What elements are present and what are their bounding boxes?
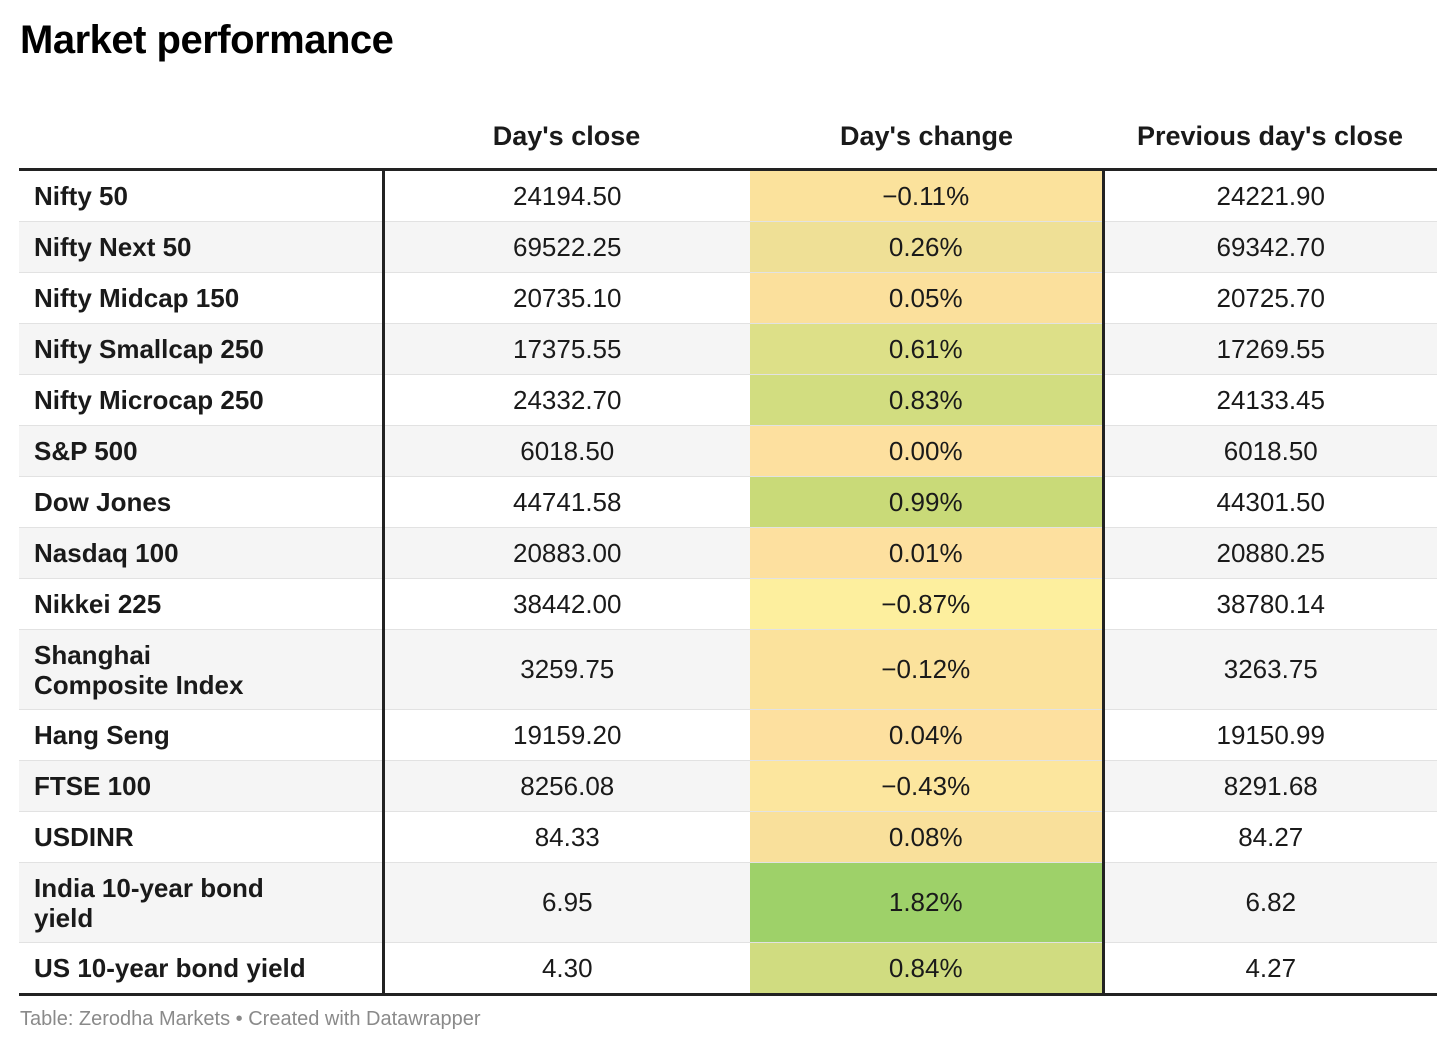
day-change-cell: 0.99%: [750, 476, 1105, 528]
row-name-cell: Dow Jones: [19, 476, 385, 528]
table-row: Shanghai Composite Index 3259.75 −0.12% 326…: [19, 629, 1437, 710]
previous-close-cell: 17269.55: [1103, 323, 1437, 375]
table-row: US 10-year bond yield 4.30 0.84% 4.27: [19, 942, 1437, 996]
table-row: India 10-year bond yield 6.95 1.82% 6.82: [19, 862, 1437, 943]
table-row: Dow Jones 44741.58 0.99% 44301.50: [19, 476, 1437, 528]
column-header-prev-close: Previous day's close: [1103, 106, 1437, 171]
day-change-cell: −0.11%: [750, 169, 1105, 222]
previous-close-cell: 20880.25: [1103, 527, 1437, 579]
row-name-cell: Nifty Smallcap 250: [19, 323, 385, 375]
row-name-cell: Nifty Midcap 150: [19, 272, 385, 324]
table-row: USDINR 84.33 0.08% 84.27: [19, 811, 1437, 863]
previous-close-cell: 24133.45: [1103, 374, 1437, 426]
table-row: Nasdaq 100 20883.00 0.01% 20880.25: [19, 527, 1437, 579]
day-close-cell: 38442.00: [383, 578, 750, 630]
day-close-cell: 24332.70: [383, 374, 750, 426]
previous-close-cell: 3263.75: [1103, 629, 1437, 710]
day-change-cell: 0.04%: [750, 709, 1105, 761]
day-change-cell: 0.00%: [750, 425, 1105, 477]
previous-close-cell: 84.27: [1103, 811, 1437, 863]
row-name-cell: Nifty 50: [19, 169, 385, 222]
previous-close-cell: 20725.70: [1103, 272, 1437, 324]
previous-close-cell: 69342.70: [1103, 221, 1437, 273]
table-row: Hang Seng 19159.20 0.04% 19150.99: [19, 709, 1437, 761]
previous-close-cell: 24221.90: [1103, 169, 1437, 222]
row-name-cell: Nikkei 225: [19, 578, 385, 630]
previous-close-cell: 44301.50: [1103, 476, 1437, 528]
day-close-cell: 69522.25: [383, 221, 750, 273]
day-change-cell: −0.12%: [750, 629, 1105, 710]
row-name-cell: India 10-year bond yield: [19, 862, 385, 943]
table-row: Nikkei 225 38442.00 −0.87% 38780.14: [19, 578, 1437, 630]
table-row: Nifty Microcap 250 24332.70 0.83% 24133.45: [19, 374, 1437, 426]
day-close-cell: 20735.10: [383, 272, 750, 324]
previous-close-cell: 6.82: [1103, 862, 1437, 943]
day-change-cell: 0.61%: [750, 323, 1105, 375]
day-close-cell: 44741.58: [383, 476, 750, 528]
previous-close-cell: 38780.14: [1103, 578, 1437, 630]
day-change-cell: 0.84%: [750, 942, 1105, 996]
day-close-cell: 84.33: [383, 811, 750, 863]
day-change-cell: 0.08%: [750, 811, 1105, 863]
day-change-cell: 0.05%: [750, 272, 1105, 324]
row-name-cell: S&P 500: [19, 425, 385, 477]
market-performance-table: Day's close Day's change Previous day's …: [19, 106, 1437, 996]
table-row: Nifty Next 50 69522.25 0.26% 69342.70: [19, 221, 1437, 273]
table-row: Nifty 50 24194.50 −0.11% 24221.90: [19, 169, 1437, 222]
day-change-cell: 0.83%: [750, 374, 1105, 426]
header-row: Day's close Day's change Previous day's …: [19, 106, 1437, 171]
day-close-cell: 4.30: [383, 942, 750, 996]
column-header-name: [19, 106, 383, 171]
row-name-cell: USDINR: [19, 811, 385, 863]
previous-close-cell: 19150.99: [1103, 709, 1437, 761]
row-name-cell: Nifty Microcap 250: [19, 374, 385, 426]
day-close-cell: 6018.50: [383, 425, 750, 477]
table-row: FTSE 100 8256.08 −0.43% 8291.68: [19, 760, 1437, 812]
table-title: Market performance: [20, 18, 394, 62]
table-row: S&P 500 6018.50 0.00% 6018.50: [19, 425, 1437, 477]
row-name-cell: US 10-year bond yield: [19, 942, 385, 996]
day-change-cell: 1.82%: [750, 862, 1105, 943]
day-close-cell: 17375.55: [383, 323, 750, 375]
day-change-cell: −0.87%: [750, 578, 1105, 630]
row-name-cell: Hang Seng: [19, 709, 385, 761]
day-change-cell: 0.26%: [750, 221, 1105, 273]
previous-close-cell: 4.27: [1103, 942, 1437, 996]
row-name-cell: Nifty Next 50: [19, 221, 385, 273]
day-close-cell: 6.95: [383, 862, 750, 943]
table-row: Nifty Smallcap 250 17375.55 0.61% 17269.55: [19, 323, 1437, 375]
day-close-cell: 20883.00: [383, 527, 750, 579]
day-close-cell: 24194.50: [383, 169, 750, 222]
row-name-cell: Shanghai Composite Index: [19, 629, 385, 710]
table-row: Nifty Midcap 150 20735.10 0.05% 20725.70: [19, 272, 1437, 324]
day-close-cell: 19159.20: [383, 709, 750, 761]
day-change-cell: 0.01%: [750, 527, 1105, 579]
day-close-cell: 3259.75: [383, 629, 750, 710]
row-name-cell: FTSE 100: [19, 760, 385, 812]
source-note: Table: Zerodha Markets • Created with Da…: [20, 1008, 481, 1030]
previous-close-cell: 6018.50: [1103, 425, 1437, 477]
previous-close-cell: 8291.68: [1103, 760, 1437, 812]
column-header-change: Day's change: [750, 106, 1103, 171]
day-close-cell: 8256.08: [383, 760, 750, 812]
day-change-cell: −0.43%: [750, 760, 1105, 812]
column-header-close: Day's close: [383, 106, 750, 171]
row-name-cell: Nasdaq 100: [19, 527, 385, 579]
